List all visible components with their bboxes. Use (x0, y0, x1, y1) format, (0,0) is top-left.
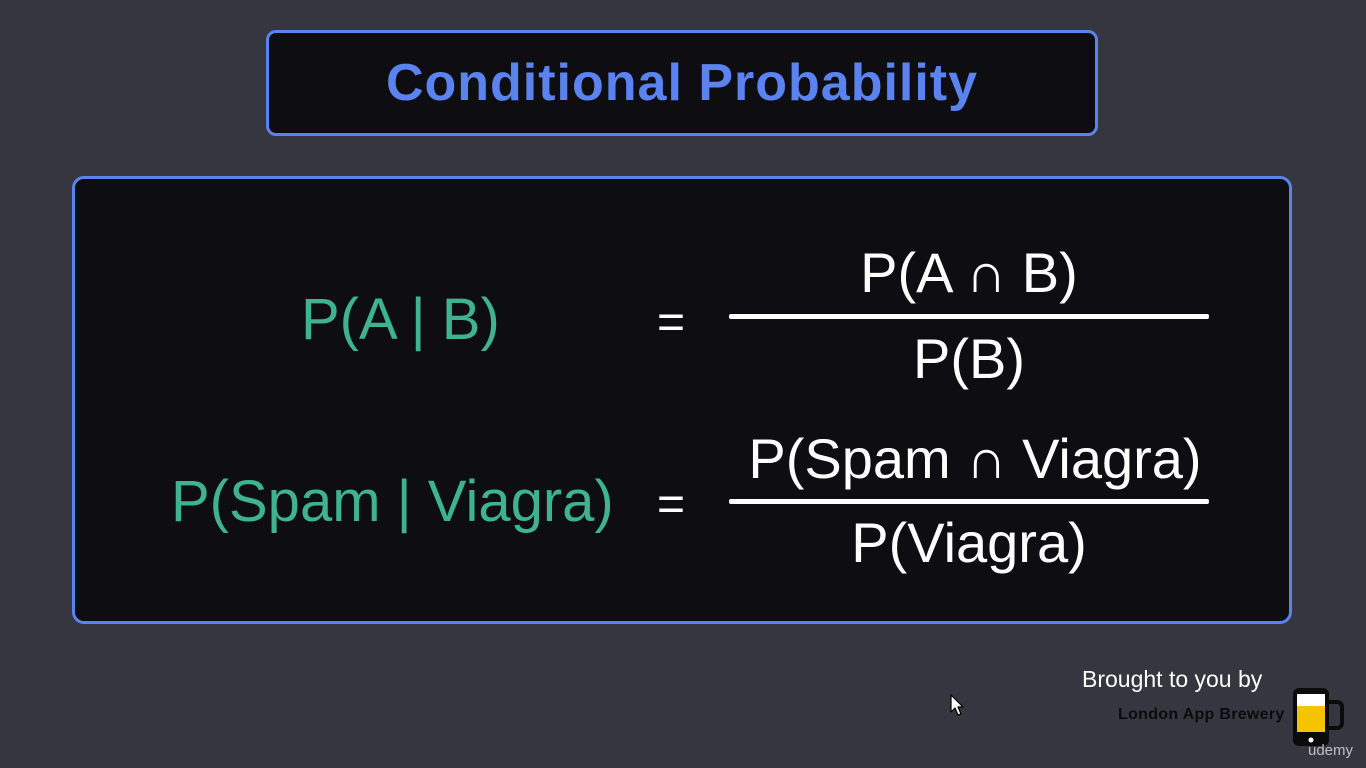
title-banner: Conditional Probability (266, 30, 1098, 136)
formula-2-denominator: P(Viagra) (851, 511, 1087, 574)
brand-name: London App Brewery (1118, 706, 1285, 723)
formula-1-fraction-bar (729, 314, 1209, 319)
beer-phone-logo-icon (1293, 688, 1344, 746)
formula-2-fraction-bar (729, 499, 1209, 504)
formula-2-equals: = (657, 478, 686, 531)
credit-text: Brought to you by (1082, 666, 1263, 692)
formula-1-denominator: P(B) (913, 327, 1025, 390)
formula-1-numerator: P(A ∩ B) (860, 241, 1078, 304)
formula-2-numerator: P(Spam ∩ Viagra) (748, 427, 1202, 490)
slide-title: Conditional Probability (385, 54, 979, 112)
formula-1-lhs: P(A | B) (301, 287, 500, 352)
formula-2-lhs: P(Spam | Viagra) (171, 469, 614, 534)
formula-panel: P(A | B) = P(A ∩ B) P(B) P(Spam | Viagra… (72, 176, 1292, 624)
formula-1-equals: = (657, 296, 686, 349)
udemy-watermark: udemy (1308, 742, 1354, 759)
mouse-cursor-icon (950, 694, 964, 716)
